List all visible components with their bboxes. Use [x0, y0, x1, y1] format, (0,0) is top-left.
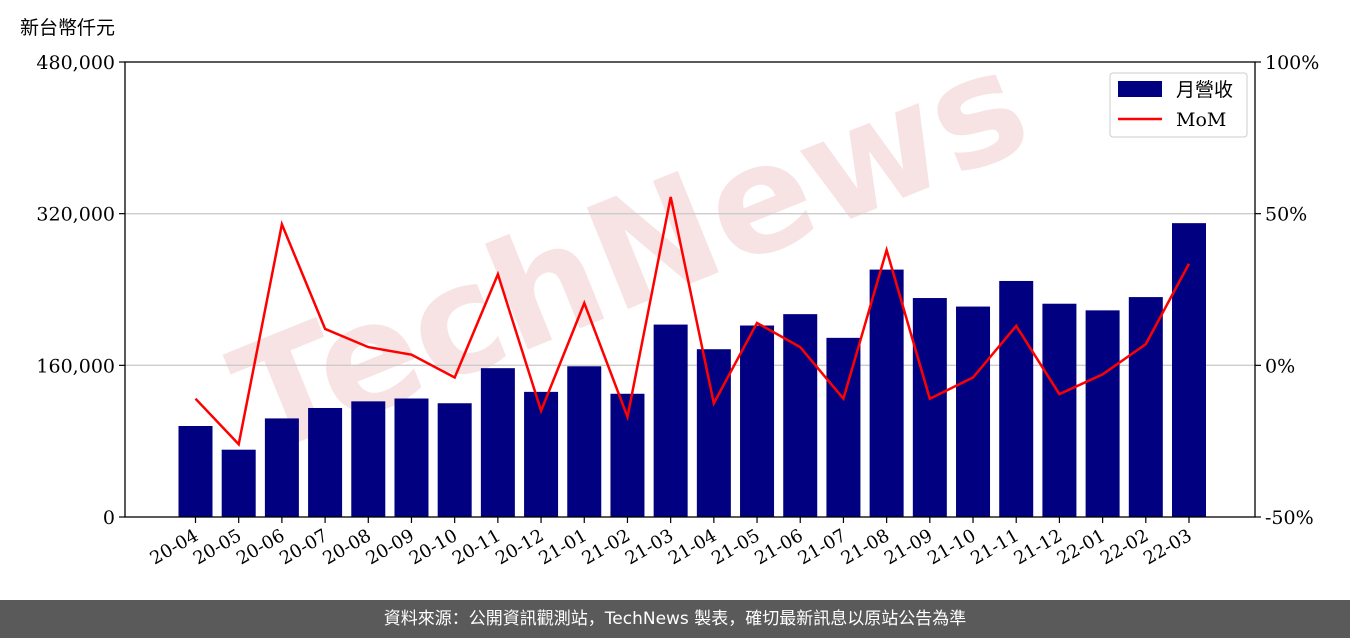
x-tick-label: 21-12 [1010, 525, 1065, 569]
x-tick-label: 20-12 [492, 525, 547, 569]
revenue-bar [912, 298, 947, 517]
revenue-bar [437, 403, 472, 517]
right-tick-label: 0% [1265, 355, 1295, 377]
x-tick-label: 20-11 [449, 525, 504, 569]
right-tick-label: 50% [1265, 204, 1307, 226]
x-tick-label: 22-01 [1054, 525, 1109, 569]
x-tick-label: 21-08 [838, 525, 893, 569]
revenue-bar [567, 366, 602, 517]
x-tick-label: 20-09 [363, 525, 418, 569]
left-tick-label: 0 [103, 507, 115, 529]
plot-frame [124, 61, 1256, 518]
left-tick-label: 480,000 [36, 52, 115, 74]
revenue-bar [869, 269, 904, 517]
x-tick-label: 20-06 [233, 525, 288, 569]
revenue-bar [653, 324, 688, 517]
x-tick-label: 21-02 [579, 525, 634, 569]
x-tick-label: 21-04 [665, 525, 720, 569]
right-tick-label: -50% [1265, 507, 1314, 529]
x-tick-label: 21-10 [924, 525, 979, 569]
x-tick-label: 22-02 [1097, 525, 1152, 569]
left-tick-label: 320,000 [36, 204, 115, 226]
x-tick-label: 22-03 [1140, 525, 1195, 569]
revenue-bar [1128, 297, 1163, 517]
x-tick-label: 21-07 [794, 525, 849, 569]
revenue-bar [394, 398, 429, 517]
revenue-bar [826, 337, 861, 517]
revenue-bar [783, 314, 818, 517]
x-tick-label: 21-11 [967, 525, 1022, 569]
revenue-bar [308, 407, 343, 517]
legend-label-revenue: 月營收 [1176, 79, 1233, 101]
revenue-bar [178, 426, 213, 517]
x-tick-label: 20-10 [406, 525, 461, 569]
revenue-bar [956, 306, 991, 517]
revenue-bar [264, 418, 299, 517]
legend-label-mom: MoM [1176, 109, 1226, 131]
x-tick-label: 21-05 [708, 525, 763, 569]
revenue-bar [480, 368, 515, 517]
revenue-bar [1172, 223, 1206, 518]
revenue-bar [351, 401, 386, 517]
x-tick-label: 21-03 [622, 525, 677, 569]
x-tick-label: 20-08 [319, 525, 374, 569]
revenue-bar [696, 349, 731, 517]
unit-label: 新台幣仟元 [20, 17, 115, 39]
source-footer: 資料來源：公開資訊觀測站，TechNews 製表，確切最新訊息以原站公告為準 [0, 600, 1350, 638]
right-tick-label: 100% [1265, 52, 1319, 74]
revenue-chart: TechNews0160,000320,000480,000-50%0%50%1… [20, 16, 1319, 570]
revenue-bar [740, 325, 775, 517]
x-tick-label: 21-01 [535, 525, 590, 569]
revenue-bar [1085, 310, 1120, 517]
revenue-bar [1042, 303, 1077, 517]
revenue-bar [221, 449, 256, 517]
x-tick-label: 20-05 [190, 525, 245, 569]
x-tick-label: 21-09 [881, 525, 936, 569]
left-tick-label: 160,000 [36, 355, 115, 377]
x-tick-label: 20-04 [147, 525, 202, 569]
revenue-bar [999, 280, 1034, 517]
legend-swatch-revenue [1118, 81, 1162, 97]
mom-line [194, 196, 1191, 447]
x-tick-label: 21-06 [751, 525, 806, 569]
x-tick-label: 20-07 [276, 525, 331, 569]
